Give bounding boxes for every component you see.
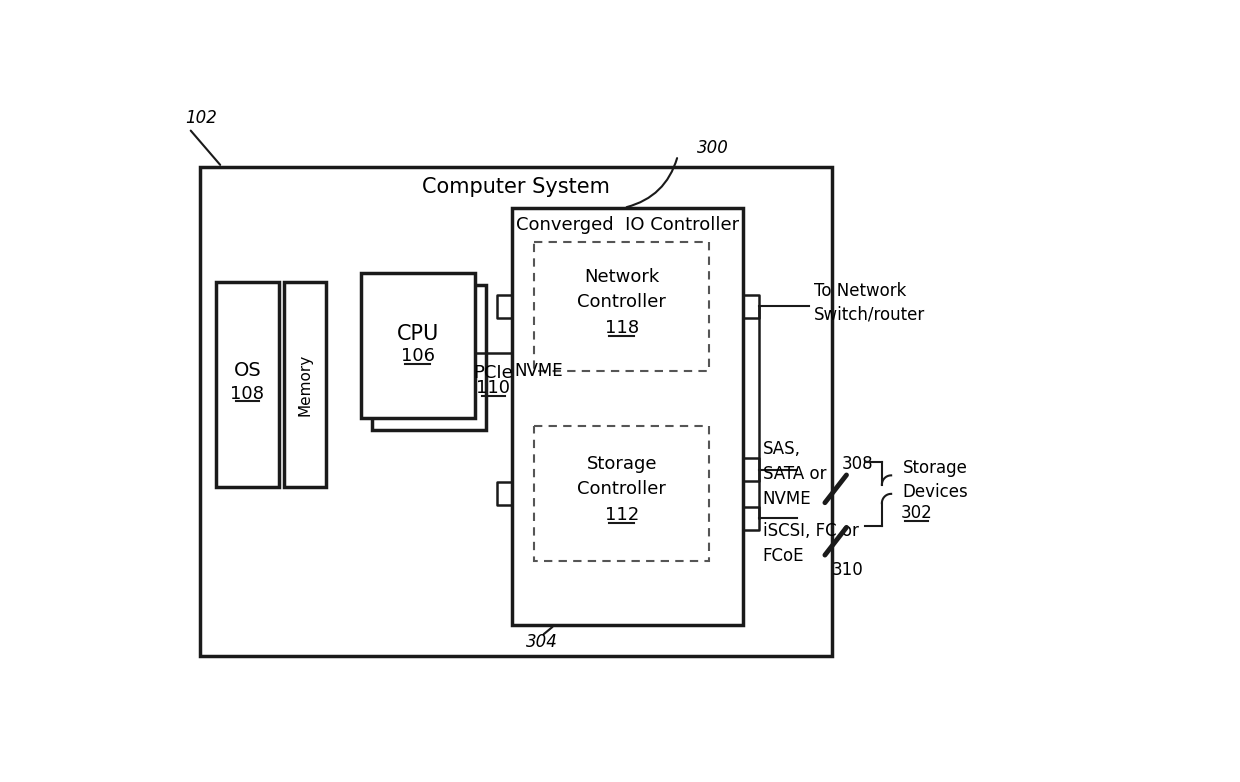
Text: Storage
Devices: Storage Devices xyxy=(903,459,968,500)
Text: 108: 108 xyxy=(231,385,264,403)
Text: To Network
Switch/router: To Network Switch/router xyxy=(815,282,925,323)
Text: 308: 308 xyxy=(842,455,873,473)
Text: Memory: Memory xyxy=(298,353,312,416)
Text: 300: 300 xyxy=(697,138,729,156)
Text: CPU: CPU xyxy=(397,324,439,344)
Text: 304: 304 xyxy=(526,633,558,651)
Bar xyxy=(534,426,709,561)
Text: 112: 112 xyxy=(605,507,639,525)
Text: 106: 106 xyxy=(401,347,434,365)
Bar xyxy=(216,282,279,486)
Bar xyxy=(201,167,832,656)
Text: iSCSI, FC or
FCoE: iSCSI, FC or FCoE xyxy=(763,522,858,565)
Text: SAS,
SATA or
NVME: SAS, SATA or NVME xyxy=(763,440,826,508)
Bar xyxy=(372,285,486,429)
Text: Network
Controller: Network Controller xyxy=(577,268,666,311)
Text: Computer System: Computer System xyxy=(422,177,610,197)
Bar xyxy=(361,273,475,418)
Text: NVME: NVME xyxy=(515,362,563,380)
Text: Storage
Controller: Storage Controller xyxy=(577,455,666,498)
Bar xyxy=(512,208,743,625)
Text: 110: 110 xyxy=(476,379,510,397)
Text: Converged  IO Controller: Converged IO Controller xyxy=(516,216,739,234)
Bar xyxy=(534,242,709,371)
Text: 310: 310 xyxy=(832,561,863,579)
Text: 302: 302 xyxy=(900,504,932,522)
Text: OS: OS xyxy=(233,361,262,380)
Bar xyxy=(284,282,326,486)
Text: 118: 118 xyxy=(605,319,639,337)
Text: PCIe: PCIe xyxy=(474,364,513,382)
Text: 102: 102 xyxy=(185,109,217,127)
